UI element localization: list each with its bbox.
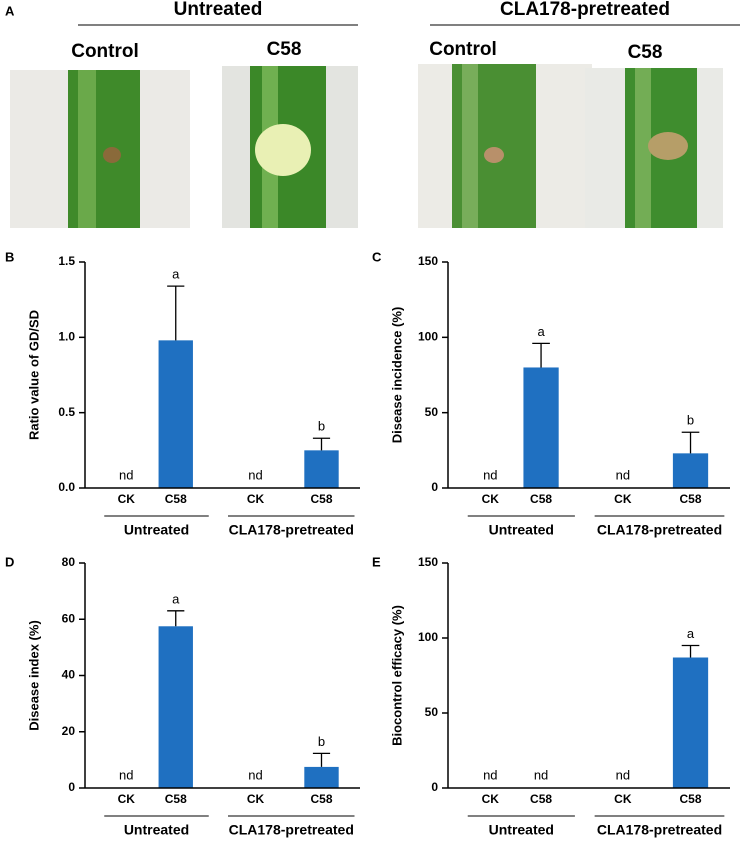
y-axis-label: Ratio value of GD/SD	[26, 310, 41, 440]
group-label: Untreated	[489, 822, 554, 838]
value-label: nd	[248, 467, 262, 482]
panel-letter: E	[372, 554, 381, 569]
group-label: CLA178-pretreated	[597, 522, 722, 538]
bar	[158, 626, 193, 788]
error-bar	[167, 610, 185, 627]
photo	[418, 64, 592, 228]
photo	[10, 70, 190, 228]
panel-letter: C	[372, 249, 382, 264]
group-title: Untreated	[174, 0, 263, 20]
bar	[672, 657, 709, 788]
x-tick-label: CK	[118, 492, 136, 506]
x-tick-label: C58	[165, 792, 187, 806]
x-tick-label: C58	[530, 492, 552, 506]
x-tick-label: C58	[680, 492, 702, 506]
error-bar	[681, 644, 700, 658]
group-label: Untreated	[124, 822, 189, 838]
error-bar	[681, 431, 700, 454]
y-tick-label: 50	[425, 705, 439, 719]
x-tick-label: CK	[614, 792, 632, 806]
photo-label: C58	[267, 39, 302, 60]
value-label: nd	[119, 767, 133, 782]
y-axis-label: Disease index (%)	[26, 620, 41, 731]
x-tick-label: CK	[247, 792, 265, 806]
y-tick-label: 20	[62, 724, 76, 738]
group-label: Untreated	[489, 522, 554, 538]
y-tick-label: 40	[62, 668, 76, 682]
group-label: CLA178-pretreated	[229, 822, 354, 838]
value-label: nd	[483, 467, 497, 482]
error-bar	[312, 437, 331, 451]
x-tick-label: C58	[680, 792, 702, 806]
x-tick-label: C58	[530, 792, 552, 806]
y-tick-label: 100	[418, 330, 438, 344]
photo	[585, 68, 723, 228]
value-label: nd	[616, 467, 630, 482]
y-tick-label: 150	[418, 555, 438, 569]
x-tick-label: C58	[310, 792, 332, 806]
y-tick-label: 60	[62, 611, 76, 625]
significance-label: a	[172, 591, 180, 606]
value-label: nd	[616, 767, 630, 782]
y-tick-label: 0	[68, 780, 75, 794]
photo-label: Control	[71, 41, 139, 62]
y-tick-label: 1.0	[58, 330, 75, 344]
x-tick-label: C58	[165, 492, 187, 506]
significance-label: b	[318, 419, 325, 434]
significance-label: b	[687, 413, 694, 428]
bar	[672, 453, 709, 488]
group-label: CLA178-pretreated	[229, 522, 354, 538]
group-label: Untreated	[124, 522, 189, 538]
y-axis-label: Disease incidence (%)	[389, 307, 404, 444]
x-tick-label: CK	[247, 492, 265, 506]
panel-letter: B	[5, 249, 14, 264]
group-title: CLA178-pretreated	[500, 0, 670, 20]
error-bar	[167, 285, 185, 341]
x-tick-label: CK	[614, 492, 632, 506]
x-tick-label: C58	[310, 492, 332, 506]
value-label: nd	[534, 767, 548, 782]
value-label: nd	[119, 467, 133, 482]
panel-letter: D	[5, 554, 14, 569]
significance-label: a	[172, 267, 180, 282]
x-tick-label: CK	[482, 492, 500, 506]
error-bar	[532, 342, 550, 368]
photo	[222, 66, 358, 228]
y-tick-label: 50	[425, 405, 439, 419]
y-tick-label: 80	[62, 555, 76, 569]
y-tick-label: 0.5	[58, 405, 75, 419]
y-tick-label: 0.0	[58, 480, 75, 494]
value-label: nd	[248, 767, 262, 782]
error-bar	[312, 752, 331, 767]
significance-label: a	[537, 324, 545, 339]
bar	[304, 450, 339, 488]
photo-label: Control	[429, 39, 497, 60]
y-tick-label: 1.5	[58, 254, 75, 268]
group-label: CLA178-pretreated	[597, 822, 722, 838]
bar	[304, 766, 339, 788]
photo-label: C58	[628, 42, 663, 63]
y-tick-label: 0	[431, 480, 438, 494]
bar	[158, 340, 193, 488]
value-label: nd	[483, 767, 497, 782]
y-tick-label: 100	[418, 630, 438, 644]
significance-label: b	[318, 734, 325, 749]
panel-letter: A	[5, 3, 15, 18]
x-tick-label: CK	[482, 792, 500, 806]
y-tick-label: 0	[431, 780, 438, 794]
significance-label: a	[687, 626, 695, 641]
x-tick-label: CK	[118, 792, 136, 806]
y-tick-label: 150	[418, 254, 438, 268]
y-axis-label: Biocontrol efficacy (%)	[389, 605, 404, 746]
bar	[523, 367, 559, 488]
